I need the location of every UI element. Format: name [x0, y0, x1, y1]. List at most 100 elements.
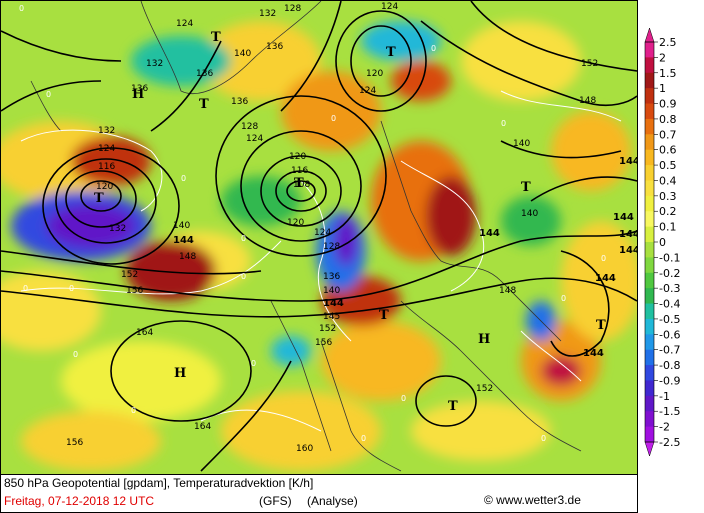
- legend-swatch: [645, 426, 654, 443]
- zero-label: 0: [241, 272, 246, 281]
- contour-label: 144: [323, 298, 344, 309]
- map-description: 850 hPa Geopotential [gpdam], Temperatur…: [4, 476, 314, 490]
- legend-label: 0.6: [659, 144, 677, 157]
- legend-swatch: [645, 42, 654, 58]
- model-label: (GFS): [259, 494, 292, 508]
- map-canvas: 132 124 116 120 132 140 144 148 152 156 …: [1, 1, 637, 474]
- zero-advection-contours: [20, 90, 622, 432]
- contour-label: 136: [131, 84, 148, 94]
- contour-label: 136: [266, 42, 283, 52]
- low-center: T: [94, 191, 104, 206]
- legend-label: -0.3: [659, 282, 680, 295]
- zero-label: 0: [131, 406, 136, 415]
- contour-label: 108: [293, 180, 310, 190]
- contour-label: 148: [579, 96, 596, 106]
- contour-label: 136: [231, 97, 248, 107]
- contour-label: 160: [296, 444, 313, 454]
- legend-swatch: [645, 57, 654, 74]
- run-mode-label: (Analyse): [307, 494, 358, 508]
- legend-swatch: [645, 195, 654, 212]
- contour-label: 140: [234, 49, 251, 59]
- legend-swatch: [645, 149, 654, 166]
- contour-label: 140: [521, 209, 538, 219]
- legend-label: -2: [659, 421, 670, 434]
- low-center: T: [386, 45, 396, 60]
- contour-label: 144: [619, 229, 637, 240]
- zero-label: 0: [46, 90, 51, 99]
- legend-label: 0.7: [659, 128, 677, 141]
- legend-label: 0.8: [659, 113, 677, 126]
- legend-label: -2.5: [659, 436, 680, 449]
- contour-label: 116: [291, 166, 308, 176]
- pressure-centers: T T T T T T T T T H H H: [94, 30, 606, 414]
- legend-swatch: [645, 380, 654, 397]
- contour-label: 124: [176, 19, 193, 29]
- zero-label: 0: [19, 4, 24, 13]
- legend-label: 1: [659, 82, 666, 95]
- color-legend: 2.5 2 1.5 1 0.9 0.8 0.7 0.6 0.5 0.4 0.3 0.2 0.1 0 -0.1…: [640, 22, 704, 462]
- contour-label: 120: [366, 69, 383, 79]
- contour-label: 128: [323, 242, 340, 252]
- zero-label: 0: [23, 284, 28, 293]
- contour-label: 152: [581, 59, 598, 69]
- zero-labels: 0 0 0 0 0 0 0 0 0 0 0 0 0 0 0 0 0 0: [19, 4, 606, 443]
- contour-label: 144: [173, 235, 194, 246]
- legend-swatch: [645, 180, 654, 197]
- legend-label: 0.1: [659, 221, 677, 234]
- contour-label: 136: [323, 272, 340, 282]
- low-center: T: [379, 308, 389, 323]
- zero-label: 0: [181, 174, 186, 183]
- zero-label: 0: [241, 234, 246, 243]
- contour-label: 128: [241, 122, 258, 132]
- high-center: H: [174, 366, 186, 381]
- contour-label: 120: [96, 182, 113, 192]
- contour-label: 132: [109, 224, 126, 234]
- contour-label: 156: [315, 338, 332, 348]
- legend-bottom-arrow: [644, 441, 655, 457]
- geopotential-contours: [1, 1, 637, 472]
- contour-label: 144: [479, 228, 500, 239]
- contour-label: 124: [314, 228, 331, 238]
- contour-label: 132: [259, 9, 276, 19]
- legend-label: -0.5: [659, 313, 680, 326]
- legend-swatch: [645, 226, 654, 243]
- legend-swatch: [645, 272, 654, 289]
- legend-label: 0.5: [659, 159, 677, 172]
- legend-label: -0.8: [659, 359, 680, 372]
- contour-label: 164: [194, 422, 211, 432]
- legend-swatch: [645, 365, 654, 381]
- contour-label: 144: [619, 156, 637, 167]
- zero-label: 0: [431, 44, 436, 53]
- legend-swatch: [645, 242, 654, 258]
- low-center: T: [521, 180, 531, 195]
- legend-label: -0.6: [659, 328, 680, 341]
- copyright-link[interactable]: © www.wetter3.de: [484, 493, 581, 507]
- legend-label: 0.2: [659, 205, 677, 218]
- legend-label: -0.7: [659, 344, 680, 357]
- legend-label: 1.5: [659, 67, 677, 80]
- legend-label: 0.4: [659, 174, 677, 187]
- contour-label: 120: [287, 218, 304, 228]
- legend-label: -1: [659, 390, 670, 403]
- legend-swatch: [645, 411, 654, 428]
- high-center: H: [132, 87, 144, 102]
- zero-label: 0: [601, 254, 606, 263]
- legend-swatch: [645, 257, 654, 274]
- legend-bar: 2.5 2 1.5 1 0.9 0.8 0.7 0.6 0.5 0.4 0.3 0.2 0.1 0 -0.1…: [644, 27, 680, 457]
- zero-label: 0: [501, 119, 506, 128]
- legend-top-arrow: [644, 27, 655, 43]
- contour-label: 132: [98, 126, 115, 136]
- zero-label: 0: [361, 434, 366, 443]
- contour-label: 140: [513, 139, 530, 149]
- contour-label: 148: [179, 252, 196, 262]
- legend-swatch: [645, 118, 654, 135]
- contour-label: 144: [583, 348, 604, 359]
- contour-label: 144: [619, 245, 637, 256]
- contour-label: 124: [381, 2, 398, 12]
- contour-label: 140: [173, 221, 190, 231]
- contour-label: 140: [323, 286, 340, 296]
- contour-label: 152: [121, 270, 138, 280]
- high-center: H: [478, 332, 490, 347]
- legend-label: -0.4: [659, 298, 680, 311]
- map-date: Freitag, 07-12-2018 12 UTC: [4, 494, 155, 508]
